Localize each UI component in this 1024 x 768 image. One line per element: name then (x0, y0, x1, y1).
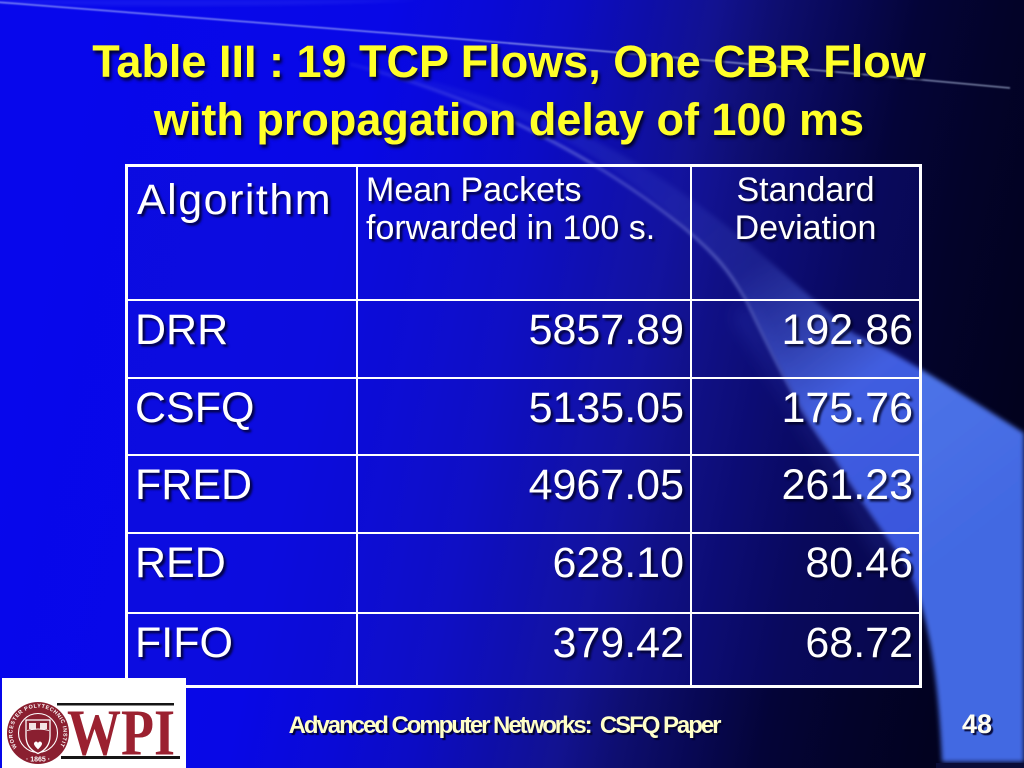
svg-text:WPI: WPI (67, 697, 175, 768)
svg-text:· 1865 ·: · 1865 · (26, 757, 50, 764)
